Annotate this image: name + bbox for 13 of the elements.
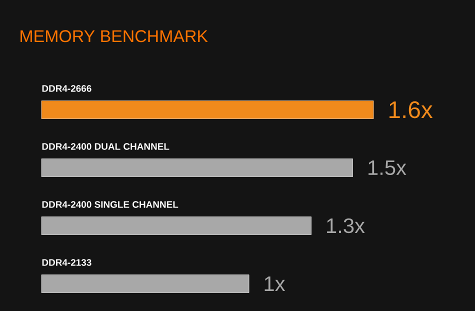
y-tick-label: DDR4-2400 SINGLE CHANNEL (42, 201, 178, 208)
data-label: 1x (264, 276, 286, 291)
y-tick-label: DDR4-2400 DUAL CHANNEL (42, 143, 170, 150)
y-tick-label: DDR4-2666 (42, 85, 92, 92)
data-label: 1.5x (368, 160, 406, 176)
bar (41, 100, 374, 119)
bar (41, 216, 312, 235)
y-tick-label: DDR4-2133 (42, 259, 92, 266)
data-label: 1.6x (390, 101, 433, 118)
bar (41, 274, 250, 293)
chart-title: MEMORY BENCHMARK (20, 30, 208, 42)
data-label: 1.3x (327, 218, 365, 234)
bar (41, 158, 353, 177)
